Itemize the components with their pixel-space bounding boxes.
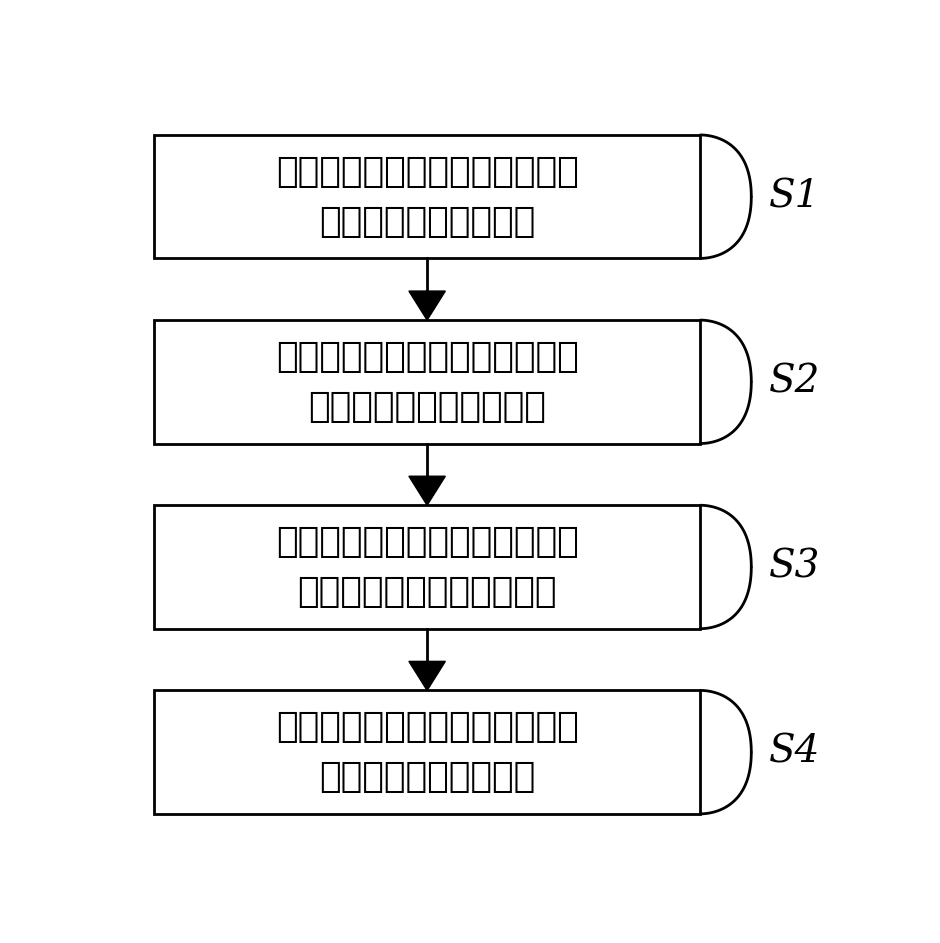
Text: 基于提取结果，获得多径簇的时
延扩展与角度扩展特性: 基于提取结果，获得多径簇的时 延扩展与角度扩展特性 xyxy=(275,710,578,794)
Polygon shape xyxy=(409,661,446,690)
Bar xyxy=(154,690,700,814)
Text: 增加导向矢量的垂直维度，将待
估参数分为三个参数子集: 增加导向矢量的垂直维度，将待 估参数分为三个参数子集 xyxy=(275,339,578,424)
Bar xyxy=(154,135,700,258)
Text: 联合迭代搜索时延与三维空间角
度路径参数，进行迭代判断: 联合迭代搜索时延与三维空间角 度路径参数，进行迭代判断 xyxy=(275,525,578,609)
Text: S3: S3 xyxy=(769,549,821,586)
Text: S4: S4 xyxy=(769,734,821,770)
Polygon shape xyxy=(409,291,446,320)
Text: S2: S2 xyxy=(769,363,821,401)
Polygon shape xyxy=(409,476,446,505)
Bar xyxy=(154,320,700,443)
Text: 获取多用户毫米波大规模天线阵
下的无线信道测量数据: 获取多用户毫米波大规模天线阵 下的无线信道测量数据 xyxy=(275,155,578,239)
Bar xyxy=(154,505,700,629)
Text: S1: S1 xyxy=(769,178,821,215)
